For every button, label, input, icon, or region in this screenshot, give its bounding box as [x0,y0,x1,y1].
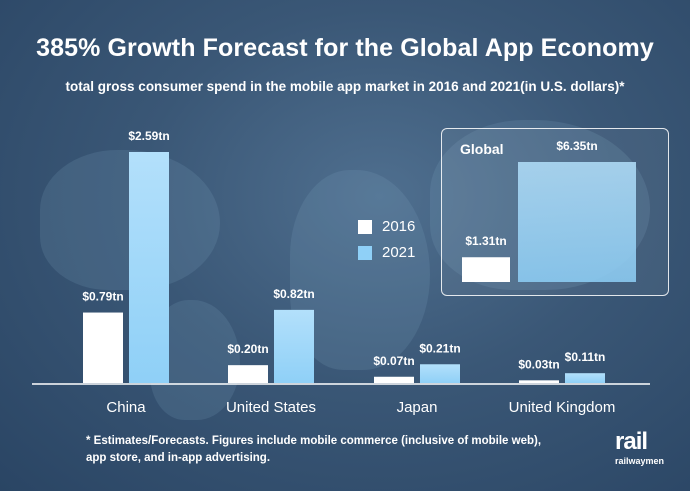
logo-text: railwaymen [615,456,665,466]
footnote-line-2: app store, and in-app advertising. [86,452,271,464]
data-label-china-2021: $2.59tn [128,129,169,143]
footnote: * Estimates/Forecasts. Figures include m… [86,433,586,467]
legend-swatch-2021 [358,245,372,260]
global-inset-title: Global [460,141,504,157]
bar-united-kingdom-2016 [519,380,559,383]
data-label-china-2016: $0.79tn [82,290,123,304]
bar-global-2021 [518,162,636,282]
data-label-global-2016: $1.31tn [465,234,506,248]
category-label-united-states: United States [226,399,316,416]
data-label-united-states-2021: $0.82tn [273,287,314,301]
bar-japan-2016 [374,376,414,383]
category-label-japan: Japan [397,399,438,416]
data-label-japan-2016: $0.07tn [373,354,414,368]
bar-china-2016 [83,312,123,383]
legend-label-2016: 2016 [382,218,416,235]
bar-united-states-2016 [228,365,268,383]
chart-subtitle: total gross consumer spend in the mobile… [65,79,625,94]
data-label-global-2021: $6.35tn [556,139,597,153]
logo-mark: rail [615,428,648,455]
legend-swatch-2016 [358,219,372,234]
bar-global-2016 [462,257,510,282]
railwaymen-logo: rail railwaymen [615,428,671,467]
category-label-united-kingdom: United Kingdom [509,399,616,416]
data-label-united-kingdom-2016: $0.03tn [518,357,559,371]
data-label-japan-2021: $0.21tn [419,341,460,355]
data-label-united-kingdom-2021: $0.11tn [565,350,606,364]
bar-japan-2021 [420,364,460,383]
bar-united-kingdom-2021 [565,373,605,383]
bar-united-states-2021 [274,309,314,383]
bar-china-2021 [129,152,169,383]
legend-item-2021: 2021 [358,244,448,261]
chart-title: 385% Growth Forecast for the Global App … [36,34,654,62]
legend-item-2016: 2016 [358,218,448,235]
category-label-china: China [106,399,146,416]
footnote-line-1: * Estimates/Forecasts. Figures include m… [86,435,542,447]
legend-label-2021: 2021 [382,244,416,261]
data-label-united-states-2016: $0.20tn [227,342,268,356]
